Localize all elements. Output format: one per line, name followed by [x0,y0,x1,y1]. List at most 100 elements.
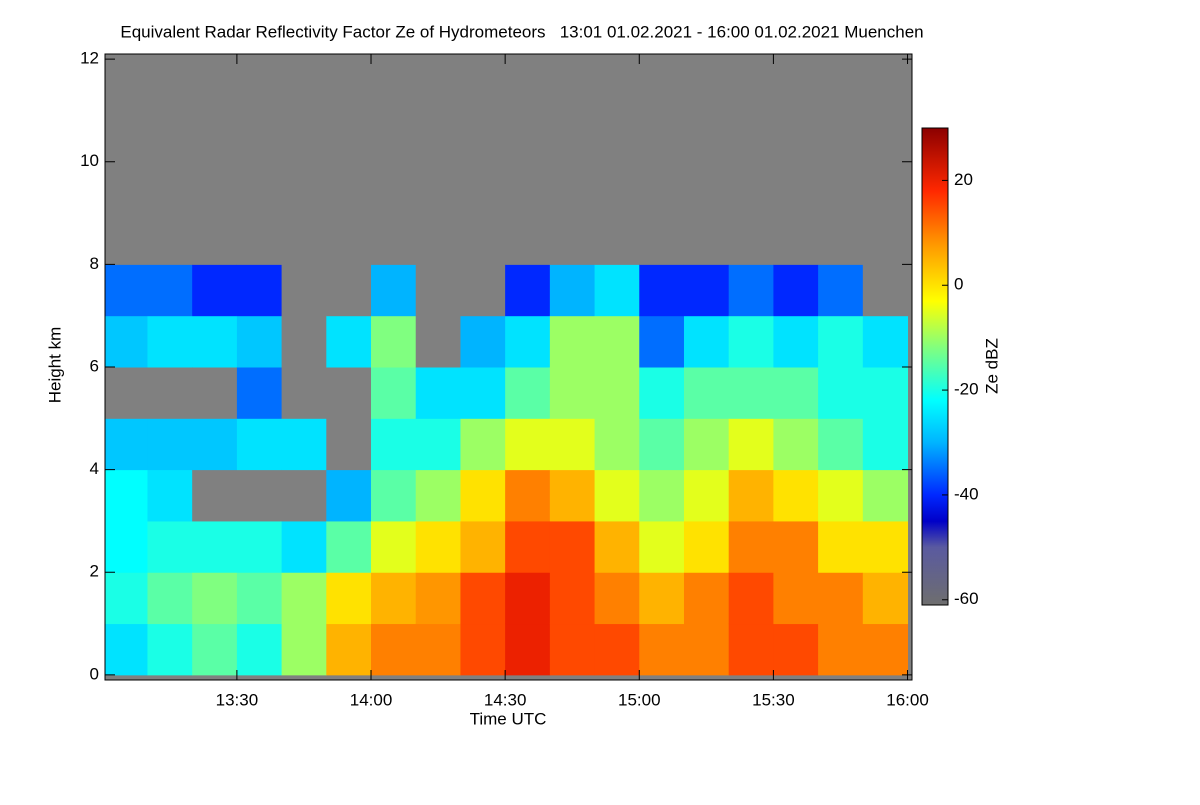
heatmap-cell [818,469,864,522]
heatmap-cell [371,520,417,573]
heatmap-cell [147,161,193,214]
heatmap-cell [639,110,685,163]
heatmap-cell [639,623,685,676]
heatmap-cell [192,264,238,317]
heatmap-cell [192,110,238,163]
heatmap-cell [105,161,148,214]
heatmap-cell [415,264,461,317]
heatmap-cell [818,213,864,265]
colorbar-tick-label: 0 [954,275,963,294]
heatmap-cell [192,161,238,214]
heatmap-cell [236,623,283,676]
heatmap-cell [371,572,417,625]
heatmap-cell [818,367,864,419]
x-tick-label: 15:00 [618,690,661,709]
heatmap-cell [415,110,461,163]
heatmap-cell [236,59,283,111]
heatmap-cell [594,110,640,163]
heatmap-cell [371,213,417,265]
colorbar-tick-label: -40 [954,484,979,503]
heatmap-cell [639,418,685,471]
y-tick-label: 12 [80,49,99,68]
heatmap-cell [862,418,909,471]
heatmap-cell [862,59,909,111]
heatmap-cell [460,110,506,163]
heatmap-cell [862,110,909,163]
heatmap-cell [505,213,551,265]
heatmap-cell [281,520,327,573]
heatmap-cell [236,264,283,317]
heatmap-cell [371,110,417,163]
heatmap-cell [728,418,774,471]
y-tick-label: 4 [90,459,99,478]
heatmap-cell [371,623,417,676]
heatmap-cell [192,623,238,676]
heatmap-cell [773,418,819,471]
heatmap-cell [281,367,327,419]
heatmap-cell [549,418,596,471]
chart-title: Equivalent Radar Reflectivity Factor Ze … [120,22,923,41]
heatmap-cell [773,59,819,111]
heatmap-cell [549,264,596,317]
heatmap-cell [147,110,193,163]
heatmap-cell [192,520,238,573]
heatmap-cell [460,520,506,573]
heatmap-cell [505,572,551,625]
heatmap-cell [639,264,685,317]
heatmap-cell [105,315,148,368]
heatmap-cell [326,110,372,163]
heatmap-cell [147,264,193,317]
heatmap-cell [773,572,819,625]
heatmap-cell [728,161,774,214]
heatmap-cell [415,213,461,265]
colorbar-tick-label: -20 [954,380,979,399]
heatmap-cell [549,520,596,573]
heatmap-cell [236,469,283,522]
heatmap-cell [773,213,819,265]
heatmap-cell [281,469,327,522]
heatmap-cell [683,315,730,368]
heatmap-cell [460,59,506,111]
heatmap-cell [281,315,327,368]
heatmap-cell [818,315,864,368]
heatmap-cell [818,623,864,676]
heatmap-cell [505,264,551,317]
heatmap-cell [549,572,596,625]
heatmap-cell [818,59,864,111]
heatmap-cell [505,59,551,111]
heatmap-cell [326,469,372,522]
heatmap-cell [639,59,685,111]
heatmap-cell [460,213,506,265]
y-tick-label: 2 [90,562,99,581]
heatmap-cell [371,264,417,317]
heatmap-cell [460,572,506,625]
heatmap-cell [862,572,909,625]
heatmap-cell [147,469,193,522]
heatmap-cell [147,59,193,111]
heatmap-cell [594,623,640,676]
heatmap-cell [549,623,596,676]
heatmap-cell [192,572,238,625]
heatmap-cell [505,623,551,676]
heatmap-cell [505,315,551,368]
heatmap-cell [818,110,864,163]
heatmap-cell [105,469,148,522]
heatmap-cell [594,572,640,625]
heatmap-cell [236,110,283,163]
x-tick-label: 14:00 [350,690,393,709]
heatmap-cell [594,161,640,214]
heatmap-cell [818,572,864,625]
heatmap-cell [773,264,819,317]
heatmap-cell [281,161,327,214]
heatmap-cell [505,367,551,419]
heatmap-cell [862,520,909,573]
heatmap-cell [415,469,461,522]
colorbar [921,127,949,606]
heatmap-cell [594,59,640,111]
heatmap-cell [862,623,909,676]
heatmap-cell [505,520,551,573]
heatmap-cell [371,59,417,111]
colorbar-tick-label: -60 [954,589,979,608]
heatmap-cell [371,367,417,419]
